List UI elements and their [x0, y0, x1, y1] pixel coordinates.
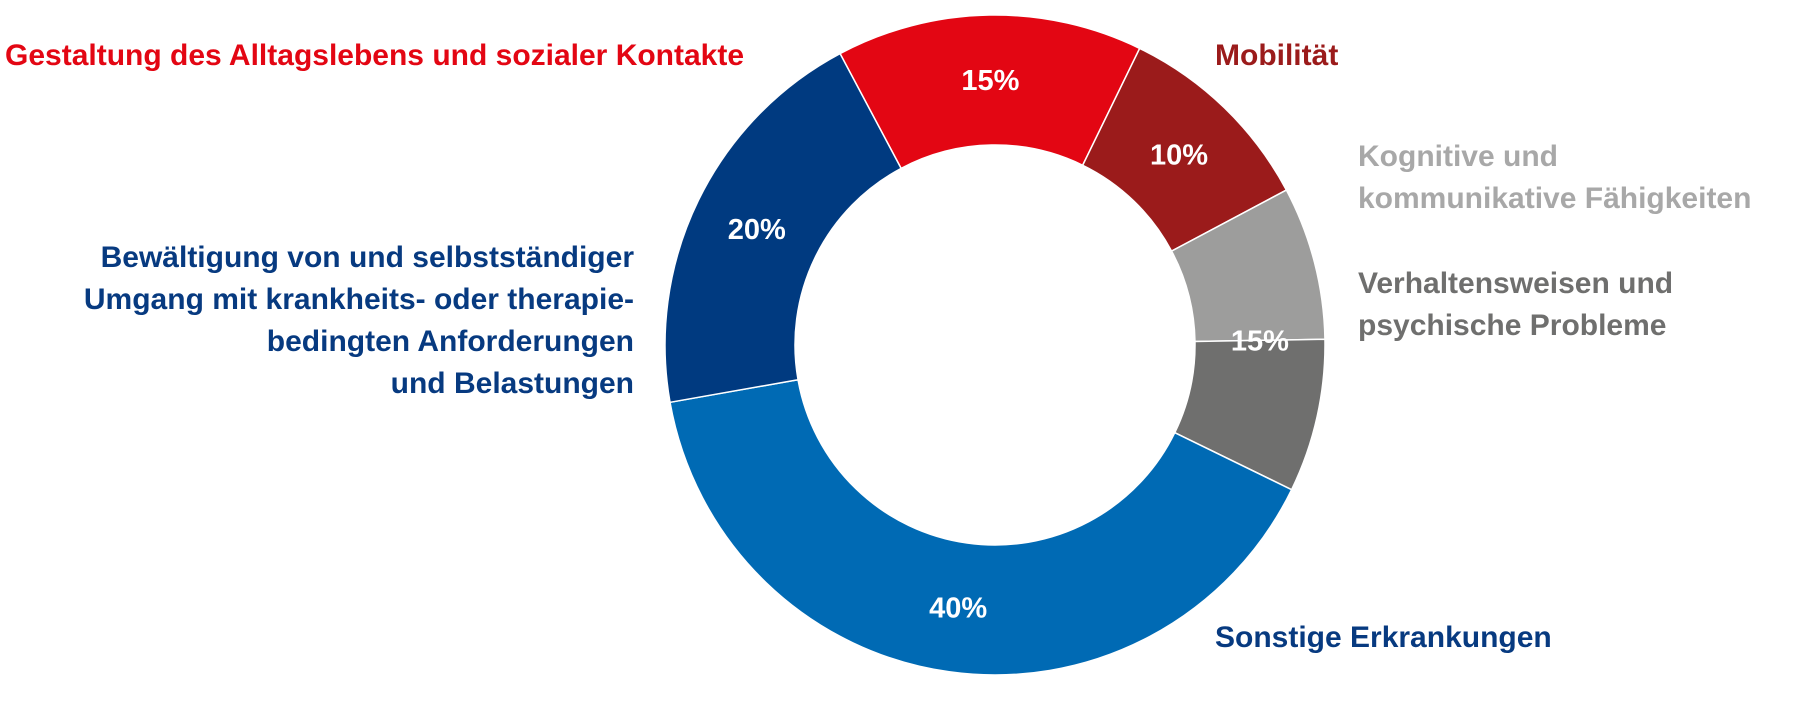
label-verhaltensweisen: Verhaltensweisen und psychische Probleme [1358, 267, 1674, 342]
value-label-combined: 15% [1231, 325, 1289, 357]
label-kognitive: Kognitive und kommunikative Fähigkeiten [1358, 140, 1752, 215]
label-sonstige: Sonstige Erkrankungen [1215, 621, 1552, 654]
value-label-5: 20% [728, 214, 786, 246]
slice-0 [839, 14, 1141, 170]
label-bewaeltigung: Bewältigung von und selbstständiger Umga… [83, 241, 634, 400]
value-label-0: 15% [961, 65, 1019, 97]
slice-4 [669, 378, 1293, 676]
value-label-1: 10% [1150, 139, 1208, 171]
value-label-4: 40% [929, 592, 987, 624]
label-alltagsleben: Gestaltung des Alltagslebens und soziale… [5, 39, 745, 72]
label-mobilitaet: Mobilität [1215, 39, 1339, 72]
slice-5 [664, 52, 903, 404]
